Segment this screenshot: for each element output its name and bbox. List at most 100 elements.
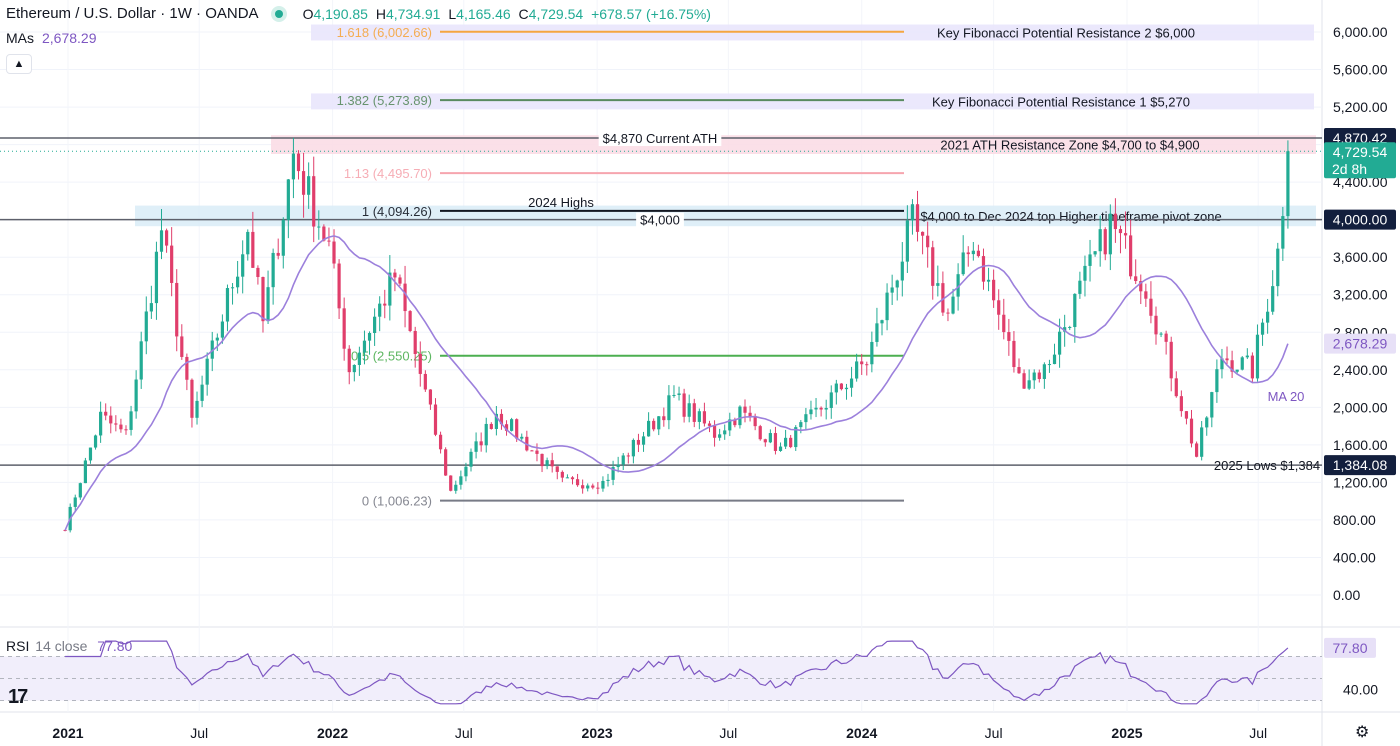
candle-body [738,406,742,426]
candle-body [773,433,778,451]
gear-icon[interactable]: ⚙ [1355,724,1370,741]
candle-body [941,283,945,313]
candle-body [936,283,940,286]
candle-body [327,240,331,242]
candle-body [114,423,118,425]
ma-legend-label: MAs [6,30,34,46]
candle-body [875,323,879,342]
price-label-tag [1324,209,1396,230]
candle-body [504,424,509,431]
ohlc-readout: O4,190.85 H4,734.91 L4,165.46 C4,729.54 … [303,6,715,22]
rsi-band [0,656,1322,701]
candle-body [951,296,955,314]
candle-body [1271,286,1275,312]
open-value: 4,190.85 [313,5,368,22]
candle-body [718,434,722,438]
candle-body [1002,314,1006,333]
symbol-title[interactable]: Ethereum / U.S. Dollar · 1W · OANDA [6,5,259,22]
candle-body [1159,333,1163,335]
candle-body [829,392,833,408]
candle-body [1189,418,1194,444]
candle-body [560,471,564,478]
candle-body [1255,334,1260,379]
candle-body [596,487,600,489]
fib-level-label: 0 (1,006.23) [362,494,432,509]
candle-body [855,361,859,379]
candle-body [220,321,224,338]
price-label-text: 2,678.29 [1333,336,1388,352]
x-tick-label: Jul [985,725,1003,741]
ma-legend[interactable]: MAs 2,678.29 [6,30,97,46]
candle-body [849,378,854,388]
fib-level-label: 0.5 (2,550.25) [351,349,432,364]
candle-body [119,424,123,430]
candle-body [317,226,321,228]
candle-body [423,373,427,390]
rsi-legend[interactable]: RSI 14 close 77.80 [6,638,132,654]
candle-body [1225,358,1229,361]
candle-body [910,204,915,221]
candle-body [1052,354,1057,365]
price-label-text: 1,384.08 [1333,457,1388,473]
candle-body [895,280,899,288]
candle-body [915,204,920,232]
candle-body [205,358,209,385]
fib-level-label: 1.382 (5,273.89) [337,93,432,108]
candle-body [692,403,696,422]
candle-body [236,276,240,288]
open-key: O [302,5,314,22]
candle-body [230,287,235,289]
candle-body [515,419,519,439]
candle-body [398,277,402,284]
candle-body [190,379,194,418]
collapse-legend-button[interactable]: ▲ [6,54,32,74]
candle-body [1169,341,1173,379]
candle-body [93,435,98,448]
candle-body [144,311,148,342]
resistance-zone [135,205,1316,227]
candle-body [154,251,159,304]
candle-body [794,427,798,448]
candle-body [215,337,219,341]
tradingview-logo-icon[interactable]: 17 [8,686,28,708]
candle-body [697,411,701,422]
candle-body [134,379,138,412]
candle-body [591,485,595,488]
candle-body [449,475,453,491]
close-value: 4,729.54 [528,5,584,22]
candle-body [124,429,128,431]
candle-body [783,437,788,447]
x-tick-label: 2023 [582,725,613,741]
candle-body [1266,311,1270,323]
y-tick-label: 2,000.00 [1333,399,1388,415]
candle-body [1118,229,1123,234]
candle-body [890,287,894,293]
candle-body [393,272,397,278]
candle-body [88,447,93,461]
candle-body [428,389,433,405]
candle-body [210,340,214,359]
candle-body [271,252,275,288]
candle-body [73,497,77,507]
candle-body [712,425,717,438]
candle-body [728,419,732,431]
candle-body [647,420,651,437]
candle-body [778,446,783,451]
candle-body [454,484,458,491]
annotation-label: 2024 Highs [528,195,594,210]
candles-group [63,137,1290,533]
candle-body [844,387,849,390]
y-tick-label: 6,000.00 [1333,24,1388,40]
candle-body [1230,360,1234,372]
candle-body [733,419,737,426]
rsi-line [65,640,1289,705]
candle-body [281,219,285,256]
candle-body [307,176,311,195]
candle-body [1220,358,1224,370]
high-value: 4,734.91 [385,5,441,22]
candle-body [332,241,336,264]
y-tick-label: 3,200.00 [1333,287,1388,303]
candle-body [1240,357,1244,370]
chart-header: Ethereum / U.S. Dollar · 1W · OANDA O4,1… [6,5,715,22]
